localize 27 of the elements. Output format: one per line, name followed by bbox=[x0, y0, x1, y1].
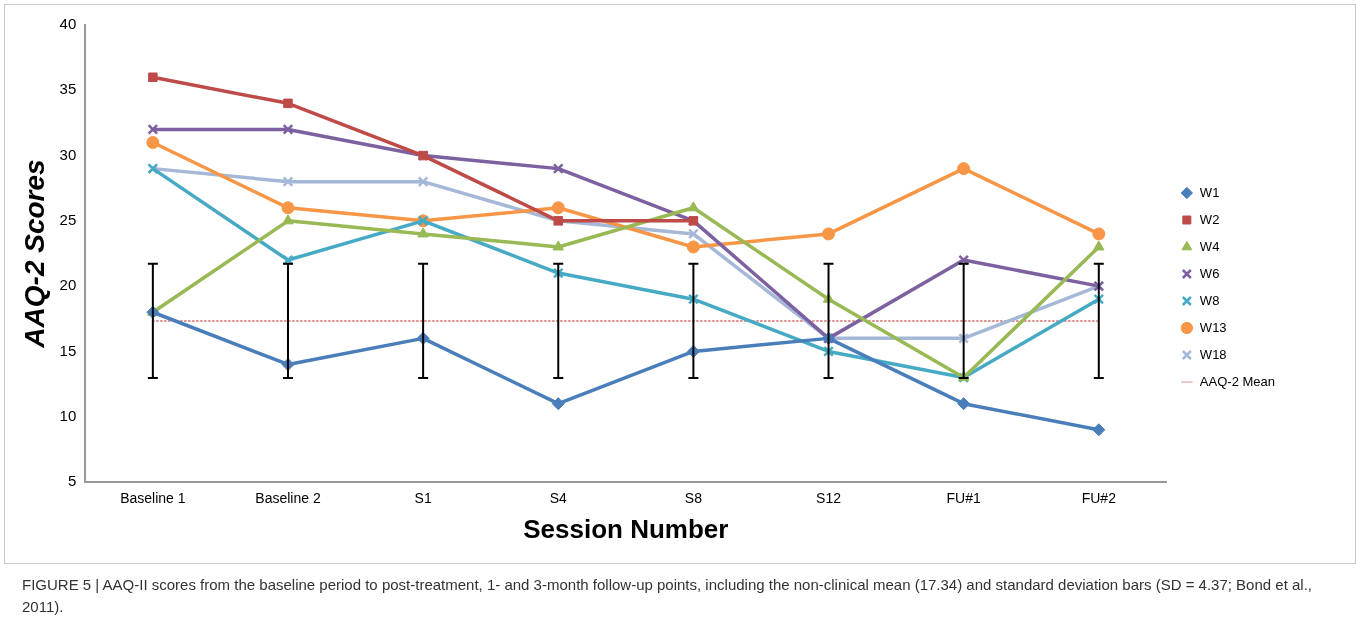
legend-label: AAQ-2 Mean bbox=[1199, 373, 1276, 389]
legend-label: W18 bbox=[1199, 346, 1227, 362]
legend-label: W8 bbox=[1199, 292, 1220, 308]
x-tick-label: FU#2 bbox=[1081, 490, 1117, 507]
x-tick-label: S4 bbox=[549, 490, 568, 507]
y-tick-label: 30 bbox=[59, 145, 77, 163]
x-tick-label: S12 bbox=[816, 490, 842, 507]
y-tick-label: 20 bbox=[59, 276, 77, 294]
y-axis-title: AAQ-2 Scores bbox=[18, 159, 50, 349]
y-tick-label: 10 bbox=[59, 406, 77, 424]
legend-label: W2 bbox=[1199, 211, 1220, 227]
legend-label: W4 bbox=[1199, 238, 1220, 254]
y-tick-label: 25 bbox=[59, 211, 77, 228]
x-tick-label: Baseline 2 bbox=[255, 490, 321, 507]
caption: FIGURE 5 | AAQ-II scores from the baseline period to post-treatment, 1- and 3-month follow-up points, including the non-clinical mean (17.34) and standard deviation bars (SD = 4.37; Bond et al., 2011). bbox=[22, 575, 1313, 617]
y-tick-label: 35 bbox=[59, 80, 77, 98]
y-tick-label: 40 bbox=[59, 15, 77, 33]
x-tick-label: FU#1 bbox=[946, 490, 981, 507]
legend-label: W1 bbox=[1199, 184, 1220, 200]
y-tick-label: 5 bbox=[67, 472, 77, 490]
x-axis-title: Session Number bbox=[523, 513, 729, 544]
x-tick-label: S1 bbox=[414, 490, 432, 507]
legend-label: W13 bbox=[1199, 319, 1227, 335]
x-tick-label: S8 bbox=[684, 490, 703, 507]
y-tick-label: 15 bbox=[59, 341, 77, 359]
legend-label: W6 bbox=[1199, 265, 1220, 281]
x-tick-label: Baseline 1 bbox=[120, 490, 186, 507]
